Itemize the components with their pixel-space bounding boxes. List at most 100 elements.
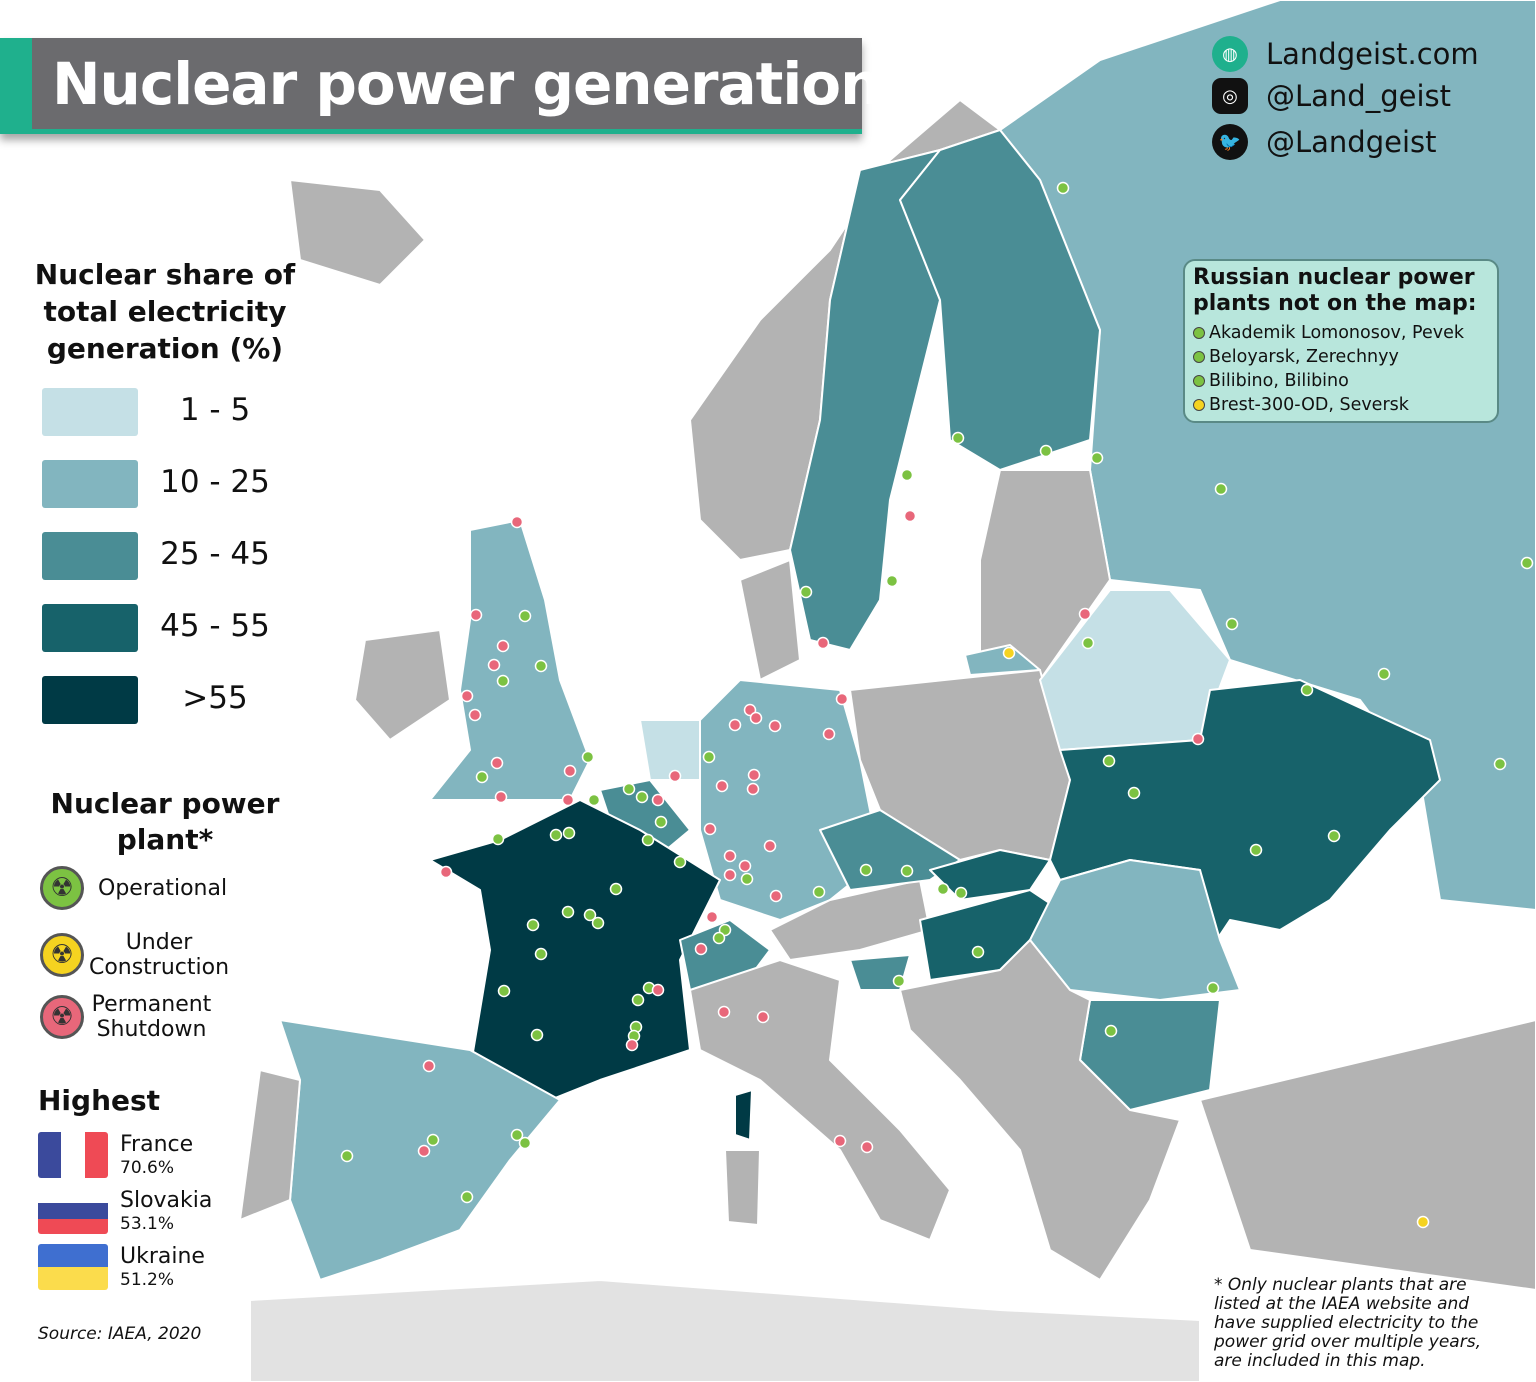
flag-france: [38, 1132, 108, 1178]
legend-swatch: [42, 532, 138, 580]
plant-marker-operational: [497, 984, 511, 998]
plant-marker-shutdown: [487, 658, 501, 672]
plant-marker-operational: [641, 833, 655, 847]
legend-label: Under Construction: [88, 930, 230, 980]
radiation-icon: [1193, 399, 1205, 411]
country-balkans: [899, 939, 1181, 1281]
country-corsica: [734, 1089, 753, 1141]
plant-marker-shutdown: [490, 756, 504, 770]
plant-marker-operational: [1102, 754, 1116, 768]
social-twitter[interactable]: 🐦 @Landgeist: [1212, 124, 1437, 160]
plant-marker-operational: [971, 945, 985, 959]
highest-france: France 70.6%: [38, 1132, 193, 1178]
plant-marker-operational: [702, 750, 716, 764]
africa: [249, 1279, 1201, 1382]
plant-marker-operational: [885, 574, 899, 588]
country-value: 53.1%: [120, 1214, 175, 1234]
plant-marker-operational: [1520, 556, 1534, 570]
plant-marker-shutdown: [860, 1140, 874, 1154]
country-italy: [689, 959, 951, 1241]
legend-bin-label: 45 - 55: [160, 608, 270, 644]
plant-marker-operational: [1090, 451, 1104, 465]
plant-marker-operational: [1127, 786, 1141, 800]
plant-marker-shutdown: [728, 718, 742, 732]
plant-marker-operational: [510, 1128, 524, 1142]
legend-swatch: [42, 388, 138, 436]
plant-marker-under-construction: [1002, 646, 1016, 660]
plant-marker-operational: [561, 905, 575, 919]
plant-name: Beloyarsk, Zerechnyy: [1209, 347, 1399, 367]
country-ukraine: [1049, 679, 1441, 951]
plant-marker-shutdown: [422, 1059, 436, 1073]
plant-marker-operational: [426, 1133, 440, 1147]
plant-marker-operational: [530, 1028, 544, 1042]
plant-marker-operational: [609, 882, 623, 896]
plant-marker-operational: [936, 882, 950, 896]
plant-marker-operational: [1225, 617, 1239, 631]
legend-shutdown: ☢ Permanent Shutdown: [40, 992, 219, 1042]
plant-marker-shutdown: [816, 636, 830, 650]
social-text: Landgeist.com: [1266, 37, 1479, 71]
russia-plant: Brest-300-OD, Seversk: [1193, 393, 1489, 417]
plant-marker-operational: [1039, 444, 1053, 458]
plant-marker-shutdown: [769, 889, 783, 903]
country-portugal: [239, 1069, 301, 1221]
plant-marker-shutdown: [723, 868, 737, 882]
plant-marker-operational: [1206, 981, 1220, 995]
plant-marker-shutdown: [835, 692, 849, 706]
page-title: Nuclear power generation: [52, 50, 881, 118]
plant-marker-operational: [622, 782, 636, 796]
legend-label: Permanent Shutdown: [91, 992, 212, 1042]
plant-marker-shutdown: [747, 768, 761, 782]
social-website[interactable]: ◍ Landgeist.com: [1212, 36, 1479, 72]
plant-marker-under-construction: [1416, 1215, 1430, 1229]
plant-marker-operational: [1327, 829, 1341, 843]
highest-slovakia: Slovakia 53.1%: [38, 1188, 212, 1234]
russia-plant: Bilibino, Bilibino: [1193, 369, 1489, 393]
radiation-icon: ☢: [40, 866, 84, 910]
legend-swatch: [42, 604, 138, 652]
russia-plant: Beloyarsk, Zerechnyy: [1193, 345, 1489, 369]
plant-marker-shutdown: [469, 608, 483, 622]
plant-marker-operational: [587, 793, 601, 807]
plant-marker-shutdown: [705, 910, 719, 924]
plant-marker-operational: [534, 947, 548, 961]
title-banner: Nuclear power generation: [0, 38, 881, 134]
plant-marker-operational: [654, 815, 668, 829]
globe-icon: ◍: [1212, 36, 1248, 72]
radiation-icon: [1193, 351, 1205, 363]
legend-operational: ☢ Operational: [40, 866, 227, 910]
plant-marker-operational: [799, 585, 813, 599]
plant-marker-operational: [534, 659, 548, 673]
plant-marker-shutdown: [510, 515, 524, 529]
plant-marker-shutdown: [717, 1005, 731, 1019]
plant-marker-shutdown: [496, 639, 510, 653]
plant-marker-operational: [518, 1136, 532, 1150]
plant-marker-operational: [712, 931, 726, 945]
legend-swatch: [42, 676, 138, 724]
plant-marker-shutdown: [460, 689, 474, 703]
plant-marker-operational: [526, 918, 540, 932]
radiation-icon: ☢: [40, 995, 84, 1039]
plant-marker-shutdown: [561, 793, 575, 807]
country-uk: [429, 519, 591, 801]
country-value: 70.6%: [120, 1158, 175, 1178]
plant-marker-operational: [562, 826, 576, 840]
country-name: France: [120, 1132, 194, 1157]
plant-marker-shutdown: [668, 769, 682, 783]
plant-marker-operational: [491, 832, 505, 846]
legend-under-construction: ☢ Under Construction: [40, 930, 234, 980]
radiation-icon: [1193, 327, 1205, 339]
plant-marker-operational: [475, 770, 489, 784]
flag-ukraine: [38, 1244, 108, 1290]
plant-marker-shutdown: [746, 782, 760, 796]
plant-marker-shutdown: [651, 983, 665, 997]
legend-bin-label: 25 - 45: [160, 536, 270, 572]
legend-title: Nuclear share of total electricity gener…: [34, 258, 296, 365]
social-instagram[interactable]: ◎ @Land_geist: [1212, 78, 1451, 114]
russia-plants-box: Russian nuclear power plants not on the …: [1183, 259, 1499, 423]
plant-marker-shutdown: [723, 849, 737, 863]
plant-marker-operational: [900, 468, 914, 482]
footnote: * Only nuclear plants that are listed at…: [1214, 1275, 1481, 1371]
legend-swatch: [42, 460, 138, 508]
